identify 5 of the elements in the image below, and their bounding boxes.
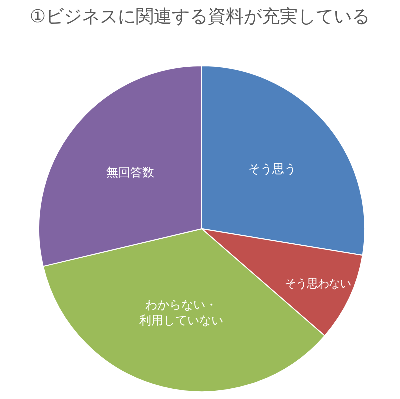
slice-label: そう思う bbox=[248, 162, 297, 176]
chart-title: ①ビジネスに関連する資料が充実している bbox=[30, 6, 370, 28]
slice-label: わからない・利用していない bbox=[139, 298, 224, 328]
slice-label: そう思わない bbox=[284, 276, 351, 290]
slice-label: 無回答数 bbox=[106, 165, 154, 180]
